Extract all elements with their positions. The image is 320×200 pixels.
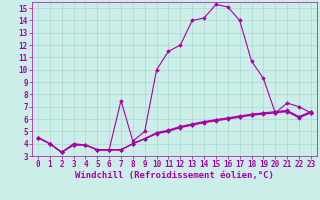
X-axis label: Windchill (Refroidissement éolien,°C): Windchill (Refroidissement éolien,°C) xyxy=(75,171,274,180)
